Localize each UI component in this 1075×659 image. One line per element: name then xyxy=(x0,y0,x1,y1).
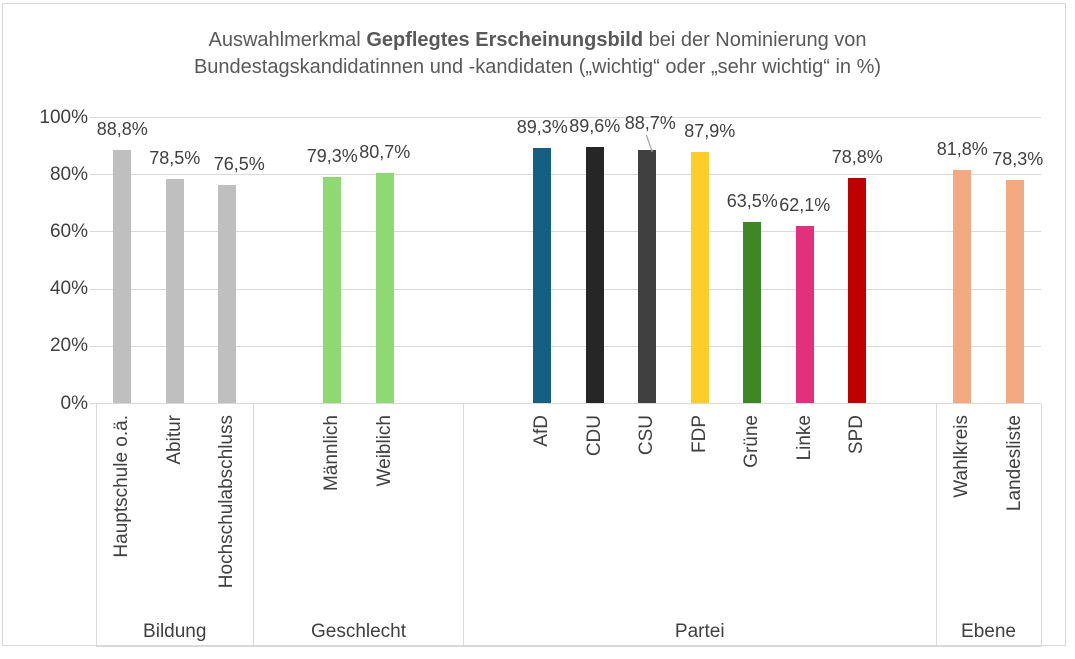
gridline xyxy=(96,117,1041,118)
data-label: 80,7% xyxy=(359,141,411,162)
data-label: 81,8% xyxy=(936,138,988,159)
data-label: 89,3% xyxy=(516,117,568,138)
bar-abitur xyxy=(165,178,184,404)
y-tick-label: 0% xyxy=(60,392,88,414)
category-label: Hauptschule o.ä. xyxy=(111,414,133,558)
category-label: Linke xyxy=(793,414,815,460)
y-tick-label: 40% xyxy=(49,278,88,300)
chart-title-line2: Bundestagskandidatinnen und -kandidaten … xyxy=(193,56,882,78)
data-label: 78,3% xyxy=(992,148,1044,169)
axis-tick xyxy=(90,288,96,290)
bar-landesliste xyxy=(1005,179,1024,404)
group-divider xyxy=(95,403,97,647)
category-label: Abitur xyxy=(163,414,185,465)
group-divider xyxy=(253,403,254,647)
bar-linke xyxy=(795,225,814,404)
category-label: Weiblich xyxy=(373,414,395,486)
axis-tick xyxy=(90,403,96,404)
gridline xyxy=(96,345,1041,347)
title-text-post: bei der Nominierung von xyxy=(643,29,867,51)
bar-hochschulabschluss xyxy=(218,184,237,404)
category-label: Landesliste xyxy=(1003,414,1025,511)
data-label: 63,5% xyxy=(726,190,778,211)
category-label: Grüne xyxy=(741,414,763,468)
bar-maennlich xyxy=(323,176,342,404)
group-label: Geschlecht xyxy=(310,620,407,642)
chart-title: Auswahlmerkmal Gepflegtes Erscheinungsbi… xyxy=(0,27,1075,81)
data-label: 62,1% xyxy=(779,194,831,215)
bar-spd xyxy=(848,178,867,404)
bar-wahlkreis xyxy=(953,169,972,404)
bar-weiblich xyxy=(375,172,394,404)
title-text-bold: Gepflegtes Erscheinungsbild xyxy=(366,29,644,51)
axis-tick xyxy=(90,231,96,233)
data-label: 76,5% xyxy=(213,153,265,174)
data-label: 78,5% xyxy=(149,147,201,168)
category-label: SPD xyxy=(846,414,868,454)
chart-title-line1: Auswahlmerkmal Gepflegtes Erscheinungsbi… xyxy=(0,27,1075,54)
group-label: Ebene xyxy=(961,620,1016,642)
bar-cdu xyxy=(585,147,604,404)
category-label: Hochschulabschluss xyxy=(216,414,238,588)
data-label: 79,3% xyxy=(306,145,358,166)
category-label: CDU xyxy=(583,414,605,456)
category-label: Männlich xyxy=(321,414,343,491)
axis-bottom-line xyxy=(96,645,1041,647)
y-tick-label: 80% xyxy=(49,163,88,185)
group-label: Bildung xyxy=(143,620,207,642)
category-label: FDP xyxy=(688,414,710,453)
bar-gruene xyxy=(743,221,762,404)
data-label: 87,9% xyxy=(684,121,736,142)
title-text-pre: Auswahlmerkmal xyxy=(208,29,367,51)
data-label: 88,8% xyxy=(96,118,148,139)
y-tick-label: 60% xyxy=(49,220,88,242)
bar-afd xyxy=(533,148,552,404)
axis-tick xyxy=(90,117,96,118)
y-tick-label: 20% xyxy=(49,335,88,357)
gridline xyxy=(96,174,1041,176)
axis-tick xyxy=(90,174,96,176)
data-label: 78,8% xyxy=(831,147,883,168)
gridline xyxy=(96,403,1041,404)
category-label: CSU xyxy=(636,414,658,455)
group-label: Partei xyxy=(674,620,725,642)
group-divider xyxy=(463,403,464,647)
group-divider xyxy=(935,403,937,647)
gridline xyxy=(96,231,1041,233)
axis-tick xyxy=(90,345,96,347)
group-divider xyxy=(1040,403,1042,647)
data-label: 89,6% xyxy=(569,116,621,137)
bar-hauptschule-o-ae xyxy=(113,149,132,404)
category-label: AfD xyxy=(531,414,553,447)
gridline xyxy=(96,288,1041,290)
data-label: 88,7% xyxy=(624,112,676,133)
bar-fdp xyxy=(690,152,709,404)
y-tick-label: 100% xyxy=(39,106,88,128)
bar-csu xyxy=(638,149,657,404)
category-label: Wahlkreis xyxy=(951,414,973,498)
